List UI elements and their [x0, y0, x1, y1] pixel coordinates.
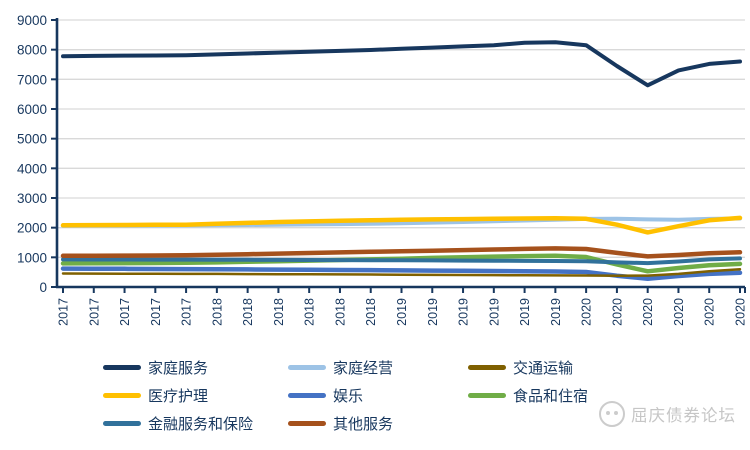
x-tick-label: 2020 — [703, 298, 717, 326]
x-tick-label: 2020 — [580, 298, 594, 326]
legend-label-finance-insurance: 金融服务和保险 — [148, 414, 254, 433]
y-tick-label: 4000 — [17, 161, 47, 176]
x-tick-label: 2019 — [426, 298, 440, 326]
y-tick-label: 2000 — [17, 221, 47, 236]
legend-label-medical-care: 医疗护理 — [148, 386, 209, 405]
legend-item-entertainment: 娱乐 — [288, 384, 363, 406]
y-tick-label: 0 — [39, 280, 47, 295]
legend-swatch-transportation — [468, 364, 506, 370]
legend-item-transportation: 交通运输 — [468, 356, 573, 378]
legend-label-transportation: 交通运输 — [513, 358, 574, 377]
x-tick-label: 2020 — [734, 298, 748, 326]
y-tick-label: 3000 — [17, 191, 47, 206]
watermark: 屈庆债券论坛 — [599, 401, 736, 427]
line-chart-plot: 0 1000 2000 3000 4000 5000 6000 7000 8000 9000 201… — [17, 13, 748, 326]
legend-label-entertainment: 娱乐 — [333, 386, 364, 405]
y-tick-label: 9000 — [17, 13, 47, 28]
x-tick-label: 2019 — [395, 298, 409, 326]
chart-legend: 家庭服务 家庭经营 交通运输医疗护理 娱乐 食品和住宿金融服务和保险 其他服务 — [0, 348, 750, 440]
x-tick-label: 2020 — [672, 298, 686, 326]
legend-item-medical-care: 医疗护理 — [103, 384, 208, 406]
legend-label-household-service: 家庭服务 — [148, 358, 209, 377]
legend-swatch-entertainment — [288, 392, 326, 398]
series-line — [61, 40, 742, 88]
watermark-logo-icon — [599, 401, 625, 427]
y-tick-label: 8000 — [17, 43, 47, 58]
y-tick-label: 5000 — [17, 132, 47, 147]
legend-item-finance-insurance: 金融服务和保险 — [103, 412, 253, 434]
x-tick-label: 2020 — [641, 298, 655, 326]
legend-item-household-service: 家庭服务 — [103, 356, 208, 378]
legend-swatch-finance-insurance — [103, 420, 141, 426]
x-tick-label: 2019 — [487, 298, 501, 326]
x-tick-label: 2017 — [149, 298, 163, 326]
x-tick-label: 2017 — [118, 298, 132, 326]
x-tick-label: 2019 — [518, 298, 532, 326]
legend-item-other-services: 其他服务 — [288, 412, 393, 434]
series-line — [61, 256, 742, 266]
x-tick-label: 2020 — [610, 298, 624, 326]
x-tick-label: 2018 — [272, 298, 286, 326]
legend-item-household-operation: 家庭经营 — [288, 356, 393, 378]
y-tick-label: 6000 — [17, 102, 47, 117]
x-tick-label: 2018 — [333, 298, 347, 326]
y-tick-label: 7000 — [17, 72, 47, 87]
series-line — [60, 246, 743, 259]
legend-label-food-and-lodging: 食品和住宿 — [513, 386, 589, 405]
x-tick-label: 2017 — [180, 298, 194, 326]
x-tick-label: 2018 — [303, 298, 317, 326]
legend-swatch-food-and-lodging — [468, 392, 506, 398]
x-tick-label: 2017 — [57, 298, 71, 326]
legend-label-other-services: 其他服务 — [333, 414, 394, 433]
legend-swatch-household-service — [103, 364, 141, 370]
legend-swatch-household-operation — [288, 364, 326, 370]
legend-label-household-operation: 家庭经营 — [333, 358, 394, 377]
watermark-text: 屈庆债券论坛 — [631, 406, 736, 425]
legend-swatch-other-services — [288, 420, 326, 426]
legend-item-food-and-lodging: 食品和住宿 — [468, 384, 588, 406]
y-tick-label: 1000 — [17, 250, 47, 265]
x-tick-label: 2018 — [210, 298, 224, 326]
x-tick-label: 2019 — [457, 298, 471, 326]
series-line — [61, 267, 742, 277]
series-line — [60, 215, 743, 235]
legend-swatch-medical-care — [103, 392, 141, 398]
x-tick-label: 2018 — [241, 298, 255, 326]
x-tick-label: 2018 — [364, 298, 378, 326]
x-tick-label: 2019 — [549, 298, 563, 326]
x-tick-label: 2017 — [87, 298, 101, 326]
